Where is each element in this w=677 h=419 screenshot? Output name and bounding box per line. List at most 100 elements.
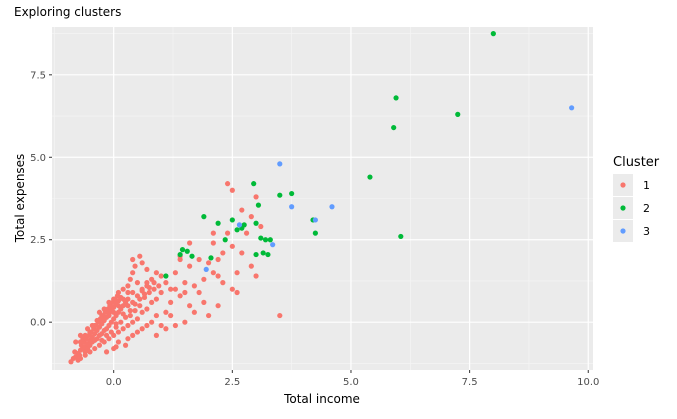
data-point-cluster-1: [151, 286, 157, 292]
data-point-cluster-1: [103, 308, 110, 314]
data-point-cluster-1: [229, 243, 235, 249]
data-point-cluster-1: [139, 326, 145, 332]
data-point-cluster-1: [134, 293, 141, 299]
data-point-cluster-1: [134, 316, 141, 322]
data-point-cluster-2: [201, 214, 207, 220]
y-tick-label: 7.5: [30, 70, 46, 81]
data-point-cluster-1: [130, 299, 136, 305]
y-axis-ticks: 0.0 2.5 5.0 7.5: [30, 70, 52, 329]
data-point-cluster-3: [289, 204, 295, 210]
data-point-cluster-1: [139, 288, 145, 294]
data-point-cluster-1: [99, 337, 105, 343]
data-point-cluster-1: [201, 276, 207, 282]
data-point-cluster-1: [113, 321, 119, 327]
data-point-cluster-1: [177, 293, 183, 299]
data-point-cluster-2: [262, 237, 269, 243]
data-point-cluster-1: [113, 298, 119, 304]
x-tick-label: 0.0: [106, 377, 122, 388]
data-point-cluster-1: [139, 260, 145, 266]
data-point-cluster-3: [312, 217, 318, 223]
data-point-cluster-1: [224, 181, 231, 187]
data-point-cluster-1: [144, 322, 150, 329]
data-point-cluster-1: [187, 240, 193, 246]
data-point-cluster-1: [73, 339, 79, 345]
data-point-cluster-1: [125, 283, 131, 289]
data-point-cluster-2: [312, 230, 318, 236]
legend-key-3: [620, 228, 626, 234]
data-point-cluster-1: [132, 263, 138, 269]
y-tick-label: 2.5: [30, 235, 46, 246]
data-point-cluster-2: [222, 237, 228, 243]
data-point-cluster-1: [253, 273, 259, 279]
data-point-cluster-1: [137, 253, 143, 259]
data-point-cluster-1: [215, 303, 221, 309]
data-point-cluster-1: [156, 283, 162, 289]
data-point-cluster-1: [139, 309, 145, 315]
data-point-cluster-1: [158, 273, 164, 279]
data-point-cluster-1: [234, 289, 240, 296]
data-point-cluster-1: [115, 303, 122, 309]
data-point-cluster-1: [146, 289, 152, 296]
data-point-cluster-1: [248, 214, 254, 220]
data-point-cluster-1: [127, 312, 133, 319]
x-axis-label: Total income: [283, 392, 360, 406]
data-point-cluster-1: [210, 270, 216, 276]
data-point-cluster-1: [149, 276, 155, 282]
data-point-cluster-1: [153, 270, 159, 276]
data-point-cluster-1: [187, 263, 193, 269]
data-point-cluster-1: [130, 319, 136, 325]
data-point-cluster-1: [137, 303, 143, 309]
data-point-cluster-1: [92, 345, 98, 352]
data-point-cluster-2: [455, 111, 461, 117]
x-axis-ticks: 0.0 2.5 5.0 7.5 10.0: [106, 370, 599, 388]
data-point-cluster-1: [144, 306, 150, 312]
grid-minor: [52, 27, 593, 370]
data-point-cluster-1: [172, 286, 178, 292]
data-point-cluster-1: [130, 256, 136, 263]
data-point-cluster-1: [168, 299, 174, 305]
legend-label: 3: [643, 225, 650, 238]
y-tick-label: 5.0: [30, 153, 46, 164]
data-point-cluster-1: [144, 266, 150, 273]
data-point-cluster-3: [569, 105, 575, 111]
data-point-cluster-2: [234, 227, 240, 233]
data-point-cluster-1: [144, 283, 150, 289]
x-tick-label: 7.5: [462, 377, 478, 388]
data-point-cluster-1: [125, 322, 131, 329]
data-point-cluster-1: [248, 263, 254, 269]
data-point-cluster-1: [153, 332, 159, 338]
legend-title: Cluster: [613, 155, 660, 170]
data-point-cluster-1: [163, 309, 169, 315]
data-point-cluster-3: [329, 204, 335, 210]
data-point-cluster-1: [125, 296, 131, 302]
data-point-cluster-2: [255, 202, 262, 208]
data-point-cluster-1: [239, 207, 245, 213]
data-point-cluster-1: [103, 332, 110, 338]
data-point-cluster-1: [172, 322, 178, 329]
data-point-cluster-2: [251, 181, 257, 187]
data-point-cluster-1: [234, 270, 240, 276]
data-point-cluster-1: [130, 289, 136, 296]
data-point-cluster-1: [210, 240, 216, 246]
data-point-cluster-1: [134, 280, 141, 286]
data-point-cluster-1: [99, 312, 105, 319]
legend-label: 1: [643, 179, 650, 192]
data-point-cluster-1: [106, 312, 112, 319]
legend-items: 1 2 3: [613, 174, 650, 242]
data-point-cluster-1: [127, 276, 133, 282]
y-axis-label: Total expenses: [13, 154, 27, 244]
data-point-cluster-1: [215, 273, 221, 279]
data-point-cluster-2: [398, 233, 404, 240]
legend: Cluster 1 2 3: [613, 155, 660, 242]
data-point-cluster-3: [203, 266, 209, 273]
data-point-cluster-2: [208, 255, 214, 261]
data-point-cluster-3: [270, 242, 276, 248]
data-point-cluster-2: [367, 174, 373, 180]
data-point-cluster-1: [115, 329, 122, 335]
data-point-cluster-1: [196, 289, 202, 296]
data-point-cluster-1: [163, 280, 169, 286]
data-point-cluster-1: [108, 329, 114, 335]
data-point-cluster-1: [206, 260, 212, 266]
data-point-cluster-2: [277, 192, 283, 198]
